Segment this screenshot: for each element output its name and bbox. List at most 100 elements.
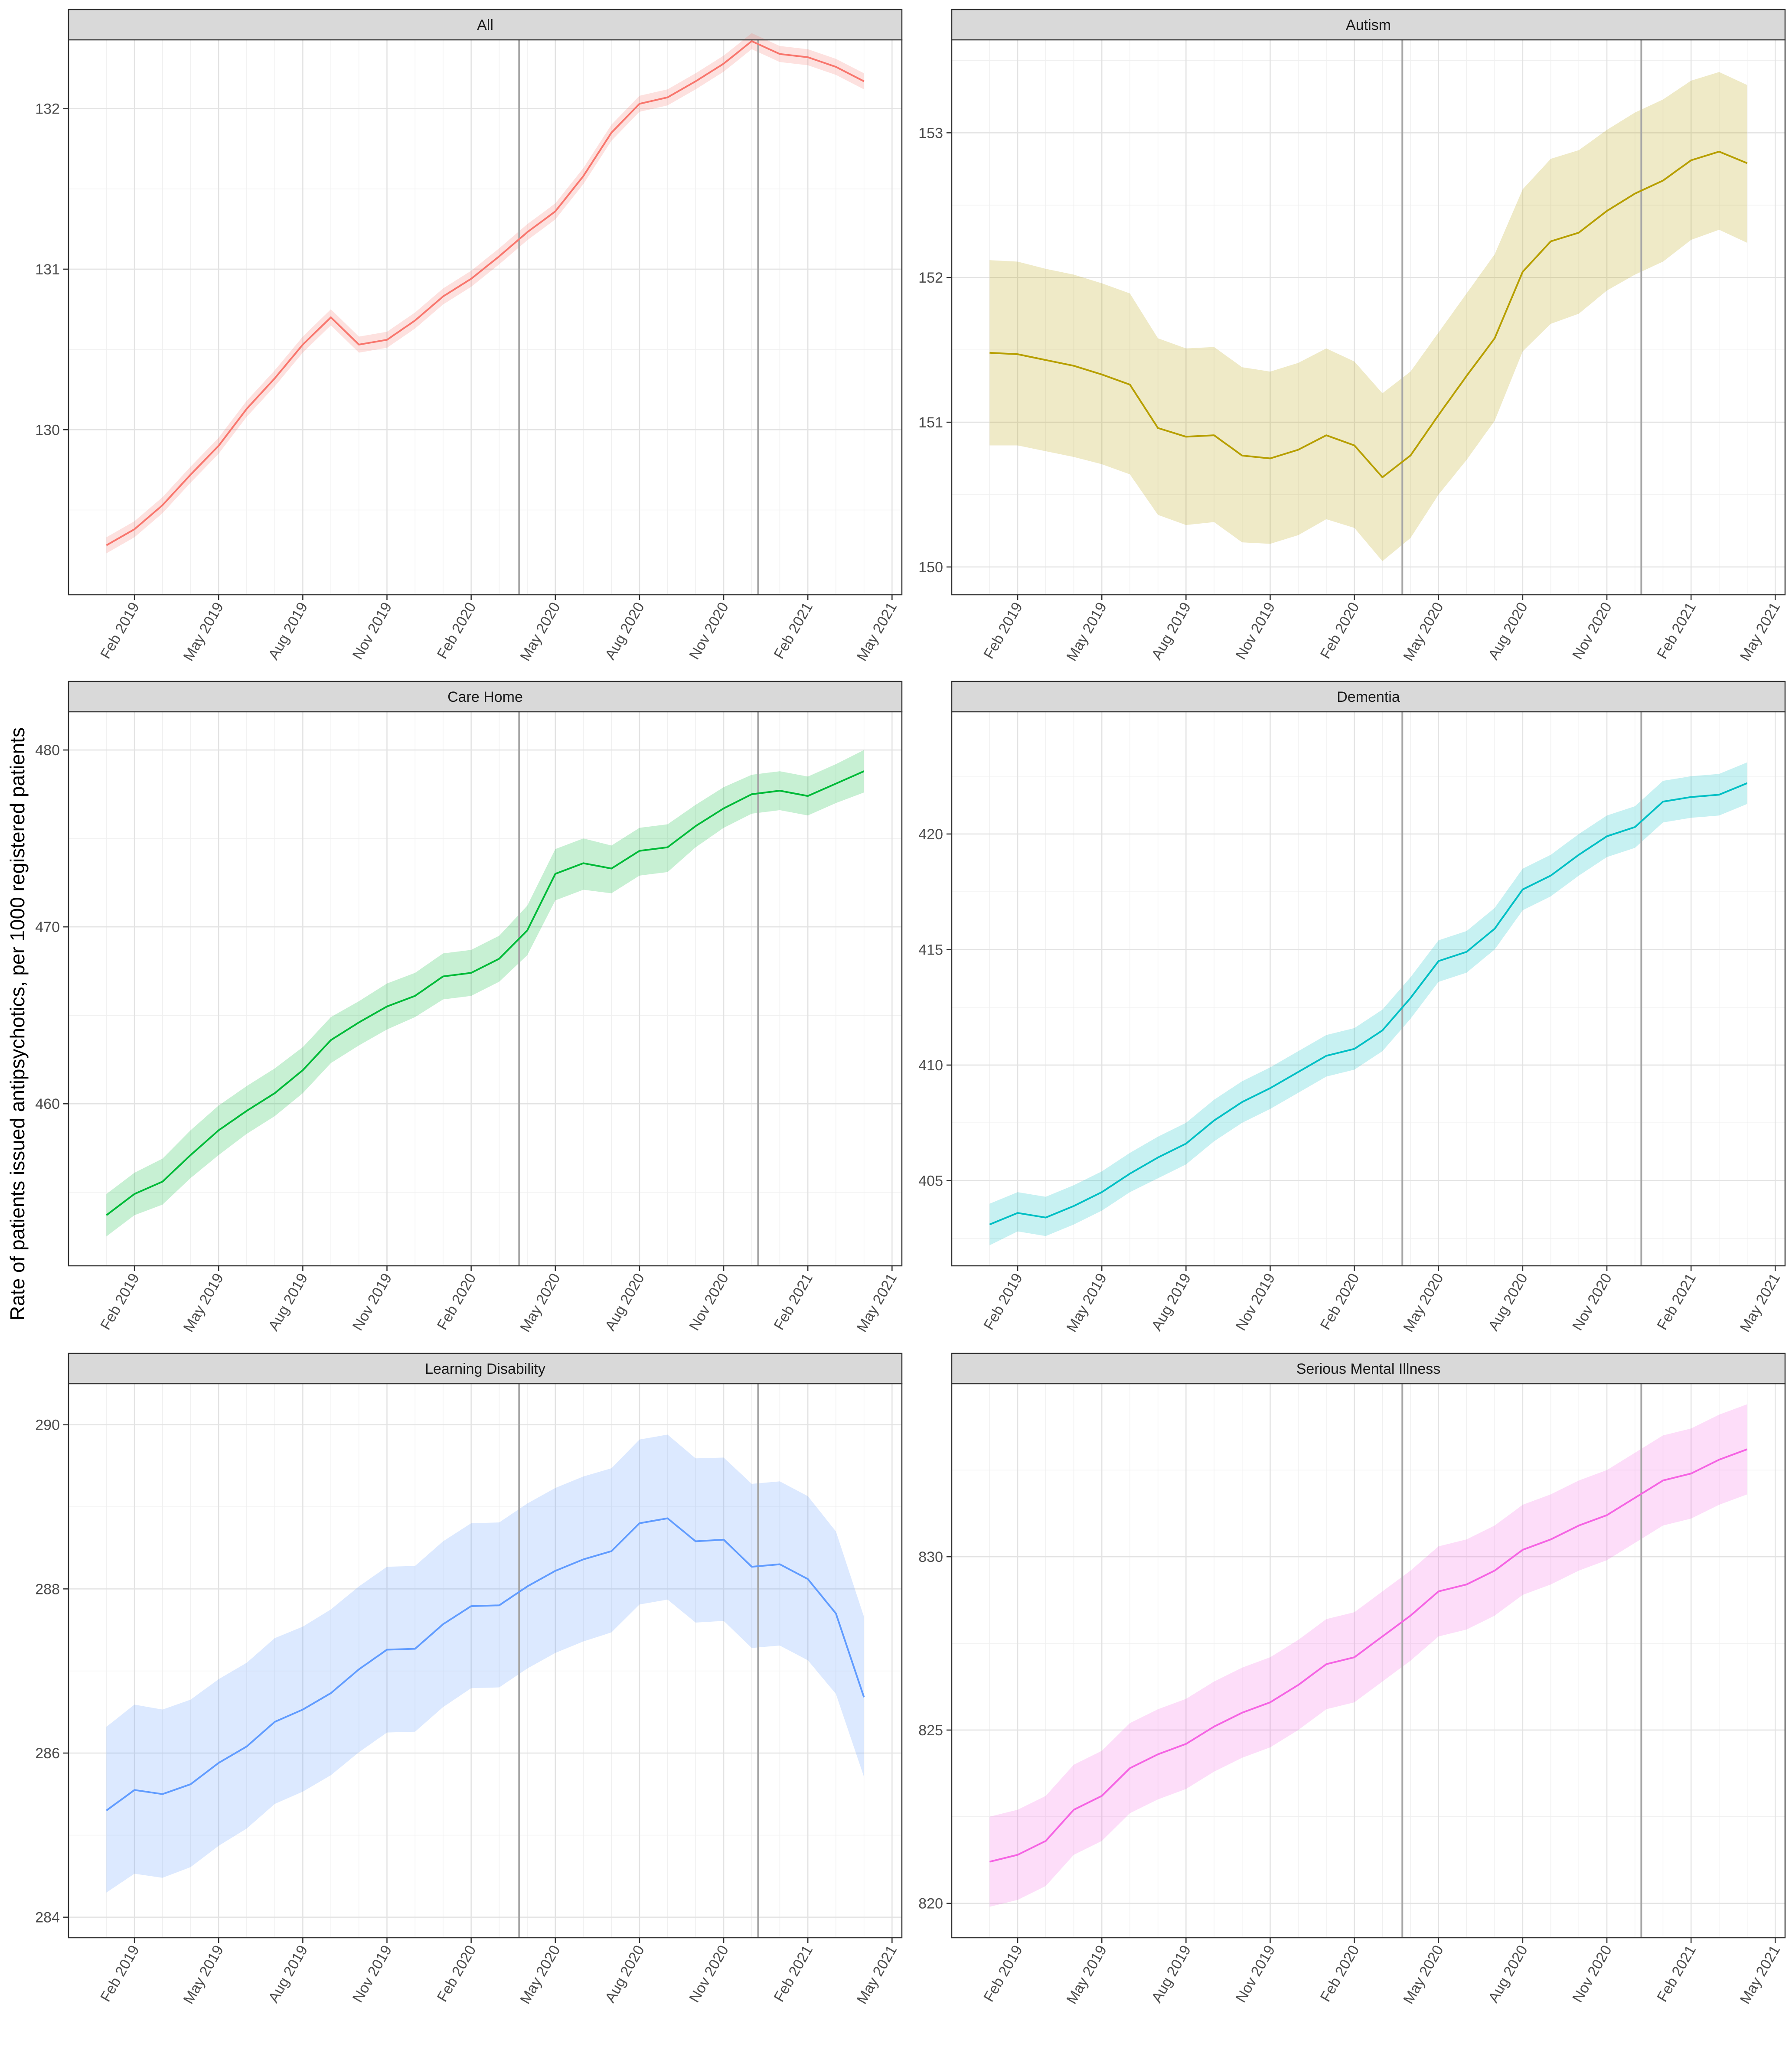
y-axis-label-text: Rate of patients issued antipsychotics, …	[6, 727, 29, 1321]
panel-title: Care Home	[447, 689, 523, 705]
x-tick-label: Nov 2020	[686, 600, 732, 662]
x-tick-label: Feb 2021	[770, 1942, 816, 2004]
x-tick-label: Nov 2019	[349, 600, 395, 662]
x-tick-label: Feb 2019	[97, 1271, 143, 1333]
x-tick-label: Nov 2020	[1569, 600, 1615, 662]
y-tick-label: 150	[918, 559, 943, 576]
panel-dementia: Dementia 405 410 415 420 Feb 2019 May 2019 Aug …	[918, 681, 1786, 1335]
y-tick-label: 286	[35, 1745, 60, 1762]
panel-title: Serious Mental Illness	[1296, 1361, 1441, 1377]
y-tick-label: 410	[918, 1057, 943, 1074]
y-axis-label: Rate of patients issued antipsychotics, …	[0, 0, 35, 2048]
x-tick-label: Nov 2020	[686, 1271, 732, 1333]
panel-strip	[68, 1353, 903, 1385]
x-tick-label: May 2020	[1400, 1942, 1447, 2007]
x-tick-label: Feb 2021	[1654, 1942, 1699, 2004]
y-tick-label: 460	[35, 1096, 60, 1112]
panel-strip	[68, 9, 903, 41]
x-tick-label: Nov 2019	[349, 1942, 395, 2005]
x-tick-label: May 2021	[1737, 1942, 1784, 2007]
x-tick-label: Aug 2019	[265, 1271, 311, 1333]
x-tick-label: May 2021	[1737, 600, 1784, 664]
x-tick-label: May 2021	[854, 1271, 901, 1335]
x-tick-label: Feb 2021	[1654, 600, 1699, 662]
panel-background	[69, 40, 902, 595]
x-tick-label: Aug 2019	[1149, 1271, 1195, 1333]
y-tick-label: 284	[35, 1910, 60, 1926]
panel-strip	[951, 9, 1786, 41]
panel-serious-mental-illness: Serious Mental Illness 820 825 830 Feb 2019 M…	[918, 1353, 1786, 2007]
series-line	[989, 1448, 1748, 1863]
panel-background	[69, 1384, 902, 1938]
panel-title: All	[477, 17, 493, 33]
x-tick-label: May 2019	[1064, 600, 1110, 664]
x-tick-label: Aug 2019	[1149, 600, 1195, 662]
x-tick-label: Aug 2020	[602, 600, 648, 662]
panel-all: All 130 131 132 Feb 2019 May 2019 Aug 2019 Nov …	[35, 9, 903, 664]
series-line	[989, 782, 1748, 1225]
panel-title: Autism	[1346, 17, 1391, 33]
series-line	[106, 1517, 865, 1812]
x-tick-label: Feb 2020	[1317, 600, 1363, 662]
y-tick-label: 131	[35, 261, 60, 278]
confidence-ribbon	[989, 72, 1747, 561]
x-tick-label: Feb 2019	[980, 1271, 1026, 1333]
x-tick-label: Nov 2020	[1569, 1942, 1615, 2005]
x-tick-label: May 2019	[180, 1271, 227, 1335]
panel-border	[68, 1383, 903, 1939]
x-tick-label: Aug 2020	[602, 1942, 648, 2005]
y-tick-label: 480	[35, 742, 60, 759]
x-tick-label: Feb 2019	[97, 1942, 143, 2004]
y-tick-label: 152	[918, 270, 943, 286]
y-tick-label: 420	[918, 826, 943, 843]
panel-learning-disability: Learning Disability 284 286 288 290 Feb 2019 M…	[35, 1353, 903, 2007]
panel-title: Learning Disability	[425, 1361, 545, 1377]
x-tick-label: Feb 2021	[1654, 1271, 1699, 1333]
x-tick-label: May 2019	[1064, 1942, 1110, 2007]
panel-border	[951, 711, 1786, 1267]
y-tick-label: 130	[35, 422, 60, 438]
y-tick-label: 470	[35, 919, 60, 935]
x-tick-label: May 2020	[1400, 1271, 1447, 1335]
x-tick-label: Feb 2020	[1317, 1271, 1363, 1333]
panel-strip	[68, 681, 903, 713]
x-tick-label: May 2020	[517, 1942, 564, 2007]
y-tick-label: 825	[918, 1722, 943, 1739]
x-tick-label: Aug 2020	[602, 1271, 648, 1333]
panel-border	[951, 1383, 1786, 1939]
panel-strip	[951, 1353, 1786, 1385]
panel-autism: Autism 150 151 152 153 Feb 2019 May 2019 Aug 20…	[918, 9, 1786, 664]
confidence-ribbon	[106, 750, 864, 1237]
x-tick-label: Aug 2019	[1149, 1942, 1195, 2005]
x-tick-label: May 2021	[1737, 1271, 1784, 1335]
y-tick-label: 405	[918, 1173, 943, 1189]
panel-care-home: Care Home 460 470 480 Feb 2019 May 2019 Aug 20…	[35, 681, 903, 1335]
x-tick-label: Nov 2019	[1233, 1942, 1279, 2005]
x-tick-label: Feb 2019	[980, 1942, 1026, 2004]
confidence-ribbon	[989, 1404, 1747, 1907]
x-tick-label: Nov 2020	[1569, 1271, 1615, 1333]
x-tick-label: Feb 2019	[980, 600, 1026, 662]
x-tick-label: May 2020	[517, 1271, 564, 1335]
panel-title: Dementia	[1337, 689, 1400, 705]
x-tick-label: May 2020	[517, 600, 564, 664]
x-tick-label: Feb 2020	[434, 1942, 480, 2004]
x-tick-label: May 2021	[854, 1942, 901, 2007]
y-tick-label: 288	[35, 1581, 60, 1597]
panel-background	[69, 712, 902, 1266]
x-tick-label: Aug 2020	[1485, 600, 1531, 662]
x-tick-label: Aug 2019	[265, 1942, 311, 2005]
series-line	[106, 40, 865, 546]
series-line	[989, 150, 1748, 478]
y-tick-label: 415	[918, 942, 943, 958]
x-tick-label: Feb 2021	[770, 1271, 816, 1333]
x-tick-label: May 2019	[1064, 1271, 1110, 1335]
panel-border	[68, 711, 903, 1267]
x-tick-label: Aug 2020	[1485, 1271, 1531, 1333]
panel-background	[952, 712, 1785, 1266]
x-tick-label: Nov 2019	[349, 1271, 395, 1333]
y-tick-label: 132	[35, 101, 60, 117]
x-tick-label: Feb 2020	[434, 600, 480, 662]
panel-background	[952, 1384, 1785, 1938]
